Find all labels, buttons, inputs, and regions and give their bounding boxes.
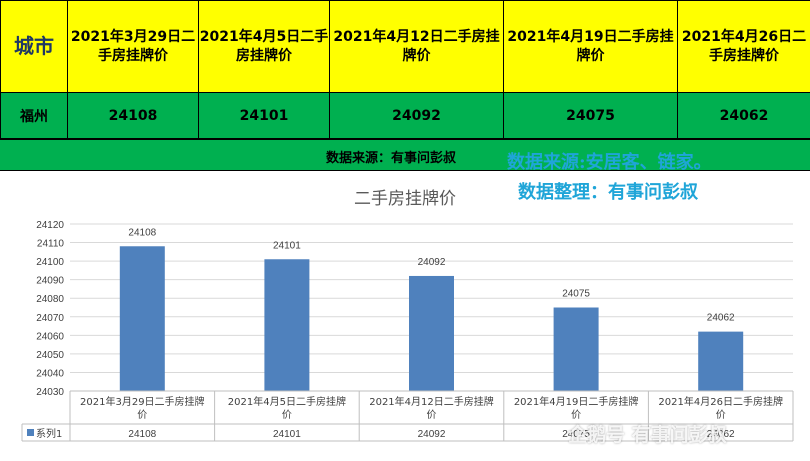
table-header-row: 城市 2021年3月29日二手房挂牌价 2021年4月5日二手房挂牌价 2021…	[0, 0, 810, 93]
value-cell: 24092	[329, 92, 504, 139]
data-label: 24075	[562, 289, 590, 300]
data-table-value: 24092	[418, 429, 446, 440]
y-tick-label: 24070	[36, 313, 64, 324]
y-tick-label: 24050	[36, 350, 64, 361]
x-tick-label: 价	[571, 409, 581, 421]
date-header: 2021年4月26日二手房挂牌价	[677, 0, 810, 93]
data-label: 24101	[273, 240, 301, 251]
price-table: 城市 2021年3月29日二手房挂牌价 2021年4月5日二手房挂牌价 2021…	[0, 0, 810, 139]
city-header: 城市	[0, 0, 68, 93]
value-cell: 24062	[677, 92, 810, 139]
overlay-organizer-text: 数据整理：有事问彭叔	[518, 182, 698, 203]
city-cell: 福州	[0, 92, 68, 139]
source-bar: 数据来源：有事问彭叔	[0, 139, 810, 171]
source-label: 数据来源：有事问彭叔	[326, 151, 457, 166]
value-cell: 24075	[503, 92, 678, 139]
data-table-value: 24062	[707, 429, 735, 440]
data-table-value: 24075	[562, 429, 590, 440]
data-label: 24092	[418, 257, 446, 268]
legend-label: 系列1	[36, 427, 62, 440]
data-table-value: 24101	[273, 429, 301, 440]
x-tick-label: 价	[137, 409, 147, 421]
y-tick-label: 24100	[36, 257, 64, 268]
y-tick-label: 24110	[37, 239, 65, 250]
x-tick-label: 2021年4月5日二手房挂牌	[228, 395, 346, 408]
date-header: 2021年4月5日二手房挂牌价	[198, 0, 330, 93]
data-label: 24062	[707, 313, 735, 324]
table-row: 福州 24108 24101 24092 24075 24062	[0, 92, 810, 139]
bar	[409, 275, 454, 391]
y-tick-label: 24120	[36, 220, 64, 231]
y-tick-label: 24040	[36, 368, 64, 379]
legend-swatch	[27, 429, 34, 436]
x-tick-label: 2021年4月26日二手房挂牌	[658, 395, 783, 408]
x-tick-label: 价	[716, 409, 726, 421]
overlay-source-text: 数据来源:安居客、链家。	[507, 152, 712, 173]
y-tick-label: 24080	[36, 294, 64, 305]
bar	[119, 246, 165, 391]
x-tick-label: 2021年4月12日二手房挂牌	[369, 395, 494, 408]
y-tick-label: 24030	[36, 387, 64, 398]
x-tick-label: 价	[282, 409, 292, 421]
x-tick-label: 2021年3月29日二手房挂牌	[80, 395, 205, 408]
bar	[264, 259, 310, 391]
bar	[698, 331, 744, 391]
chart-title: 二手房挂牌价	[354, 189, 456, 209]
watermark: 企鹅号 有事问彭叔	[568, 424, 727, 446]
data-label: 24108	[128, 227, 156, 238]
value-cell: 24108	[67, 92, 199, 139]
value-cell: 24101	[198, 92, 330, 139]
bar	[553, 307, 599, 391]
y-tick-label: 24090	[36, 276, 64, 287]
date-header: 2021年4月12日二手房挂牌价	[329, 0, 504, 93]
data-table-value: 24108	[128, 429, 156, 440]
x-tick-label: 2021年4月19日二手房挂牌	[514, 395, 639, 408]
y-tick-label: 24060	[36, 331, 64, 342]
x-tick-label: 价	[427, 409, 437, 421]
